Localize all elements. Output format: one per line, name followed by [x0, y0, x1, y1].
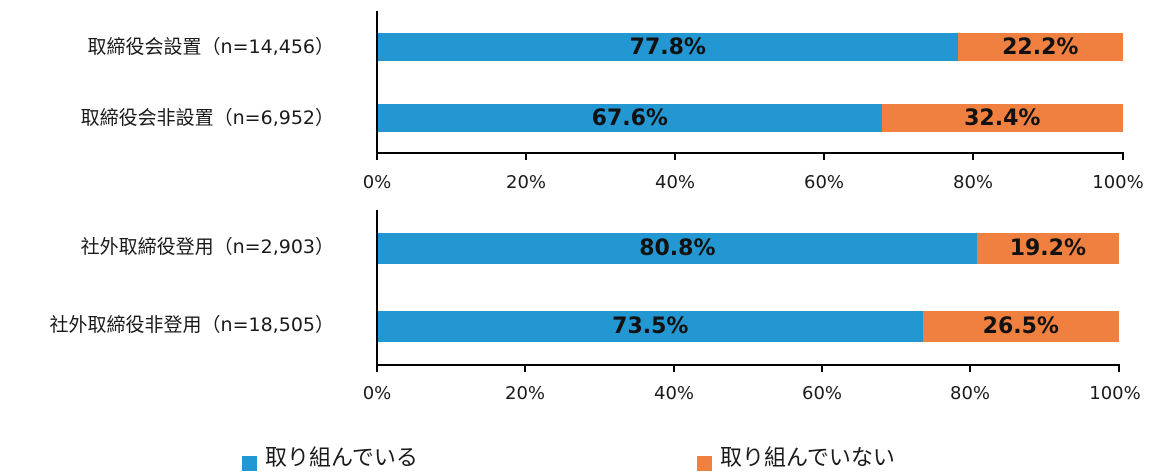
- x-tick: [524, 364, 526, 372]
- legend-label: 取り組んでいる: [265, 446, 418, 471]
- category-label: 取締役会非設置（n=6,952）: [80, 107, 334, 129]
- x-tick-label: 60%: [803, 172, 845, 193]
- x-axis: [376, 152, 1124, 154]
- bar-segment-not-doing: 19.2%: [976, 233, 1119, 264]
- x-tick-label: 0%: [362, 383, 392, 404]
- x-tick: [823, 152, 825, 160]
- bar-segment-not-doing: 32.4%: [881, 104, 1123, 132]
- legend-label: 取り組んでいない: [720, 446, 895, 471]
- category-label: 社外取締役登用（n=2,903）: [80, 236, 334, 258]
- x-tick-label: 60%: [801, 383, 843, 404]
- bar-segment-doing: 77.8%: [378, 33, 958, 61]
- stacked-bar: 77.8% 22.2%: [378, 33, 1123, 61]
- x-tick: [821, 364, 823, 372]
- x-axis: [376, 364, 1120, 366]
- stacked-bar: 80.8% 19.2%: [378, 233, 1119, 264]
- x-tick: [376, 152, 378, 160]
- x-tick-label: 40%: [653, 383, 695, 404]
- stacked-bar: 67.6% 32.4%: [378, 104, 1123, 132]
- x-tick-label: 20%: [505, 172, 547, 193]
- x-tick: [376, 364, 378, 372]
- bar-segment-not-doing: 26.5%: [922, 311, 1119, 342]
- category-label: 社外取締役非登用（n=18,505）: [49, 314, 334, 336]
- bar-segment-not-doing: 22.2%: [957, 33, 1123, 61]
- x-tick-label: 80%: [952, 172, 994, 193]
- x-tick: [673, 364, 675, 372]
- y-axis: [376, 210, 378, 366]
- x-tick: [1118, 364, 1120, 372]
- x-tick-label: 100%: [1089, 383, 1141, 404]
- x-tick-label: 100%: [1092, 172, 1144, 193]
- legend-swatch-orange-icon: [697, 456, 712, 471]
- x-tick: [972, 152, 974, 160]
- x-tick-label: 20%: [504, 383, 546, 404]
- x-tick: [525, 152, 527, 160]
- bar-segment-doing: 73.5%: [378, 311, 923, 342]
- x-tick: [674, 152, 676, 160]
- x-tick-label: 0%: [362, 172, 392, 193]
- x-tick: [1122, 152, 1124, 160]
- bar-segment-doing: 67.6%: [378, 104, 882, 132]
- x-tick: [969, 364, 971, 372]
- legend-item-doing: 取り組んでいる: [242, 440, 418, 472]
- x-tick-label: 40%: [654, 172, 696, 193]
- legend-item-not-doing: 取り組んでいない: [697, 440, 895, 472]
- x-tick-label: 80%: [949, 383, 991, 404]
- stacked-bar: 73.5% 26.5%: [378, 311, 1119, 342]
- y-axis: [376, 11, 378, 155]
- bar-segment-doing: 80.8%: [378, 233, 977, 264]
- category-label: 取締役会設置（n=14,456）: [87, 36, 334, 58]
- legend-swatch-blue-icon: [242, 456, 257, 471]
